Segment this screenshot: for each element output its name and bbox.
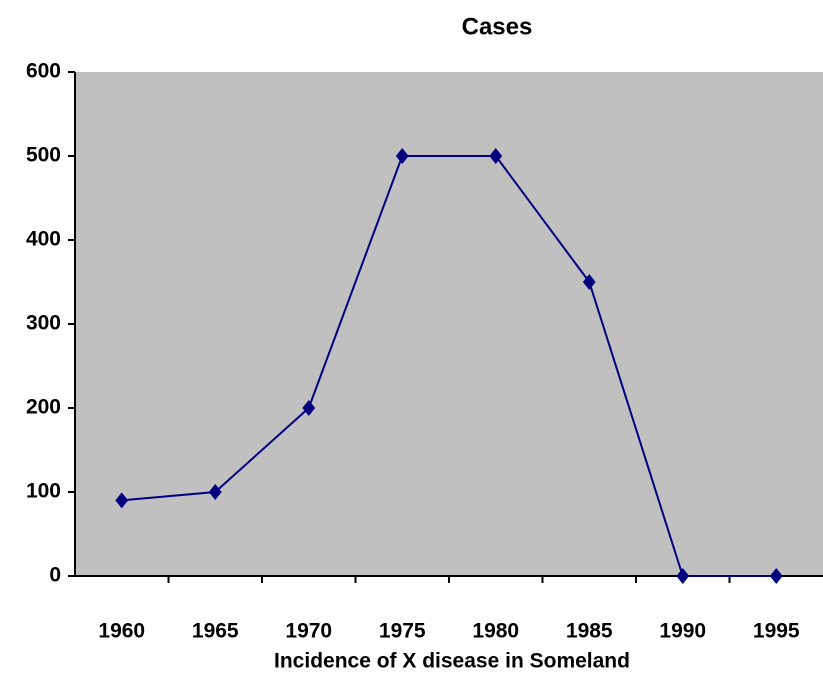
y-tick-label: 0	[49, 564, 61, 587]
data-point	[395, 148, 409, 164]
data-point	[582, 274, 596, 290]
x-tick-label: 1960	[98, 620, 145, 643]
chart-title: Cases	[462, 13, 533, 40]
data-point	[115, 492, 129, 509]
x-tick-label: 1995	[753, 620, 800, 643]
x-axis-label: Incidence of X disease in Someland	[274, 650, 630, 673]
data-point	[208, 484, 222, 500]
plot-area	[75, 72, 823, 576]
y-tick-label: 200	[26, 396, 61, 419]
data-point	[769, 568, 783, 584]
y-tick-label: 100	[26, 480, 61, 503]
y-tick-label: 500	[26, 144, 61, 167]
x-tick-label: 1985	[566, 620, 613, 643]
y-tick-label: 300	[26, 312, 61, 335]
x-tick-label: 1965	[192, 620, 239, 643]
x-tick-label: 1970	[285, 620, 332, 643]
data-point	[676, 568, 690, 584]
x-tick-label: 1980	[472, 620, 519, 643]
y-tick-label: 400	[26, 228, 61, 251]
series-line	[121, 155, 777, 577]
x-tick-label: 1990	[659, 620, 706, 643]
y-tick-label: 600	[26, 60, 61, 83]
x-tick-label: 1975	[379, 620, 426, 643]
data-point	[489, 148, 503, 164]
data-point	[302, 400, 316, 416]
